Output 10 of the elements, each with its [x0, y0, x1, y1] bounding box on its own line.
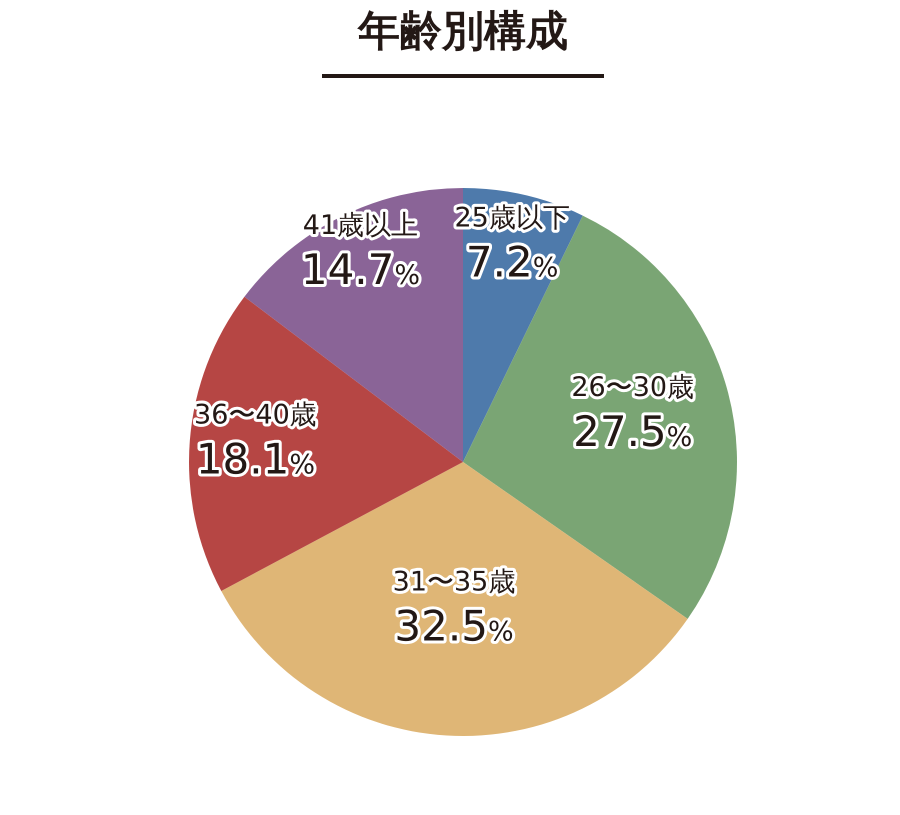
slice-label: 31〜35歳 [392, 566, 516, 598]
data-label: 18.1% [196, 434, 315, 484]
slice-label: 26〜30歳 [571, 372, 694, 403]
data-label: 27.5% [573, 406, 692, 456]
data-label: 32.5% [394, 601, 514, 650]
slice-label: 25歳以下 [454, 202, 570, 234]
data-label: 7.2% [466, 237, 558, 286]
chart-title: 年齢別構成 [357, 6, 568, 55]
data-label: 14.7% [300, 244, 420, 294]
slice-label: 36〜40歳 [194, 400, 317, 431]
